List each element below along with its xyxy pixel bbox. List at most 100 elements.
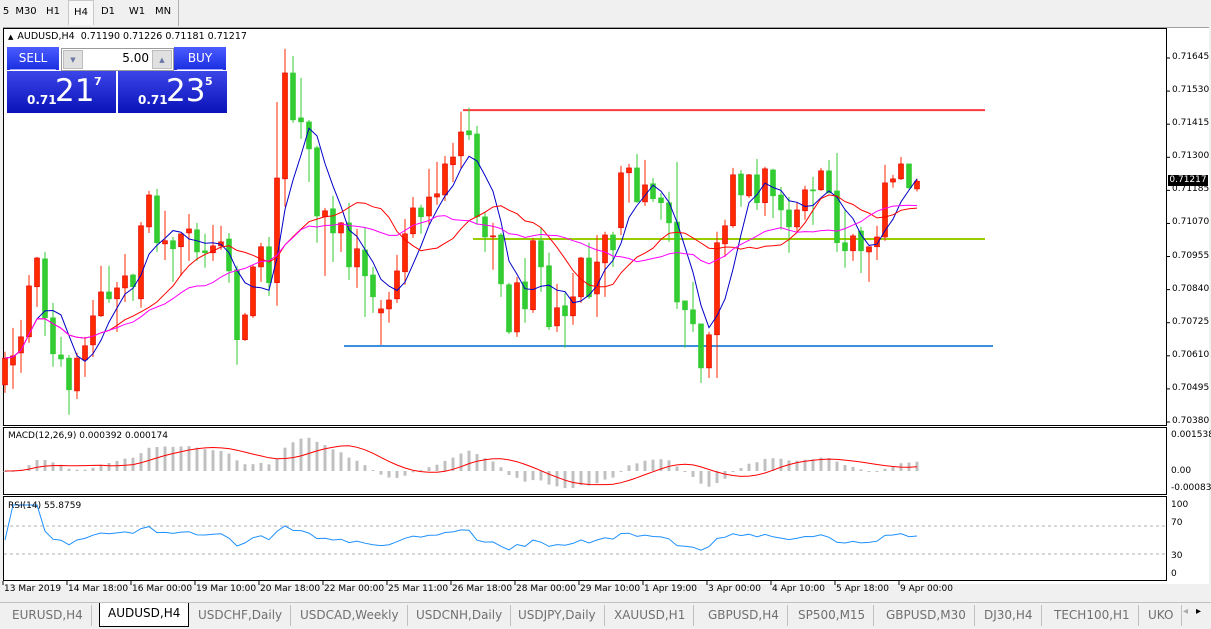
candle-body [250, 266, 256, 317]
timeframe-m5[interactable]: 5 [2, 6, 10, 17]
candle-body [650, 183, 656, 200]
candle-body [554, 307, 560, 327]
candle [570, 272, 576, 325]
candle [778, 186, 784, 230]
price-tick-label: 0.71645 [1172, 52, 1210, 62]
ohlc-values: 0.71190 0.71226 0.71181 0.71217 [80, 31, 247, 42]
candle-body [394, 270, 400, 300]
timeframe-w1[interactable]: W1 [128, 6, 146, 17]
price-tick-label: 0.70495 [1172, 382, 1210, 393]
current-price-label: 0.71217 [1168, 175, 1208, 187]
macd-bar [243, 464, 247, 471]
time-tick-label: 22 Mar 00:00 [324, 584, 385, 594]
timeframe-h4[interactable]: H4 [68, 0, 94, 25]
tab-scroll-left-icon[interactable]: ◂ [1183, 606, 1189, 617]
collapse-triangle-icon[interactable]: ▲ [8, 33, 14, 41]
candle [274, 102, 280, 306]
candle-body [578, 257, 584, 298]
macd-bar [331, 449, 335, 471]
macd-bar [683, 471, 687, 472]
chart-tab[interactable]: GBPUSD,H4 [700, 605, 788, 626]
rsi-axis-0: 0 [1171, 569, 1177, 579]
macd-bar [363, 465, 367, 471]
chart-tab[interactable]: EURUSD,H4 [4, 605, 92, 626]
chart-header: ▲ AUDUSD,H4 0.71190 0.71226 0.71181 0.712… [8, 31, 247, 42]
candle [786, 196, 792, 253]
chart-tab[interactable]: USDCNH,Daily [408, 605, 512, 626]
candle [250, 264, 256, 318]
candle [506, 282, 512, 334]
candle [546, 252, 552, 330]
lot-decrease-arrow-icon[interactable]: ▼ [63, 50, 83, 69]
timeframe-d1[interactable]: D1 [100, 6, 116, 17]
macd-bar [531, 471, 535, 481]
candle [202, 233, 208, 268]
timeframe-mn[interactable]: MN [154, 6, 172, 17]
candle-body [738, 173, 744, 196]
macd-bar [539, 471, 543, 481]
candle-body [778, 194, 784, 211]
macd-bar [147, 447, 151, 471]
sell-price-pips: 21 [55, 73, 95, 109]
sell-button[interactable]: SELL [7, 47, 59, 70]
candle-body [82, 345, 88, 361]
candle-body [10, 355, 16, 366]
chart-tab[interactable]: USDJPY,Daily [510, 605, 605, 626]
candle [138, 222, 144, 308]
candle-body [522, 281, 528, 310]
candle-body [170, 240, 176, 250]
candle-body [490, 235, 496, 238]
candle-body [162, 240, 168, 245]
price-tick-label: 0.71300 [1172, 151, 1210, 162]
chart-tab[interactable]: DJ30,H4 [976, 605, 1042, 626]
candle [34, 256, 40, 307]
candle [770, 168, 776, 218]
chart-tab[interactable]: SP500,M15 [790, 605, 875, 626]
lot-size-value[interactable]: 5.00 [122, 51, 149, 65]
tab-scroll-right-icon[interactable]: ▸ [1196, 606, 1202, 617]
timeframe-m30[interactable]: M30 [15, 6, 37, 17]
candle-body [722, 225, 728, 245]
candle-body [106, 291, 112, 300]
macd-axis-zero: 0.00 [1171, 466, 1192, 476]
candle [330, 195, 336, 263]
candle-body [378, 308, 384, 314]
chart-tab[interactable]: XAUUSD,H1 [606, 605, 695, 626]
candle-body [610, 234, 616, 251]
lot-increase-arrow-icon[interactable]: ▲ [152, 50, 172, 69]
macd-bar [35, 460, 39, 471]
buy-button[interactable]: BUY [174, 47, 226, 70]
chart-tab[interactable]: AUDUSD,H4 [99, 603, 190, 627]
chart-tab[interactable]: USDCAD,Weekly [292, 605, 408, 626]
candle [178, 233, 184, 276]
candle [242, 312, 248, 341]
chart-tab[interactable]: UKO [1140, 605, 1183, 626]
chart-tab[interactable]: USDCHF,Daily [190, 605, 292, 626]
candle [618, 165, 624, 235]
macd-bar [347, 457, 351, 471]
candle-body [426, 196, 432, 217]
macd-bar [203, 449, 207, 471]
sell-price-box[interactable]: 0.71 21 7 [7, 71, 116, 113]
macd-bar [651, 459, 655, 471]
lot-size-field[interactable]: ▼ 5.00 ▲ [61, 48, 174, 71]
macd-bar [635, 463, 639, 471]
candle-body [474, 133, 480, 218]
candle [282, 48, 288, 207]
buy-price-box[interactable]: 0.71 23 5 [118, 71, 227, 113]
macd-bar [675, 466, 679, 471]
chart-tab[interactable]: GBPUSD,M30 [878, 605, 975, 626]
candle [170, 236, 176, 282]
macd-bar [867, 471, 871, 472]
macd-bar [267, 464, 271, 471]
macd-bar [251, 464, 255, 471]
candle [418, 204, 424, 234]
timeframe-h1[interactable]: H1 [46, 6, 60, 17]
candle [850, 233, 856, 261]
candle-body [266, 246, 272, 284]
candle [642, 159, 648, 206]
macd-bar [795, 460, 799, 471]
chart-tab[interactable]: TECH100,H1 [1046, 605, 1139, 626]
candle-body [314, 147, 320, 217]
candle [66, 354, 72, 415]
